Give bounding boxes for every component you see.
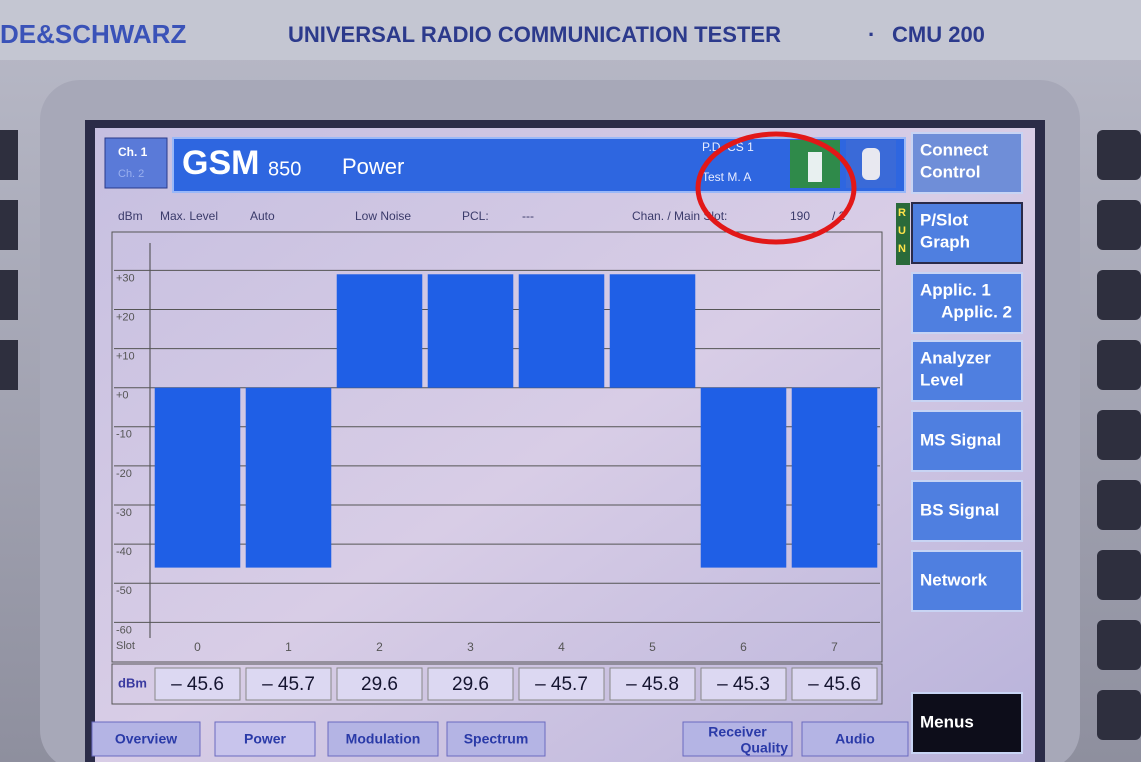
softkey-label: Applic. 1 bbox=[920, 280, 991, 299]
bar bbox=[428, 274, 514, 387]
info-value: --- bbox=[522, 209, 534, 223]
y-tick-label: -50 bbox=[116, 585, 132, 597]
x-tick-label: 1 bbox=[285, 640, 292, 654]
run-letter: U bbox=[898, 225, 906, 237]
info-label: Max. Level bbox=[160, 209, 218, 223]
y-tick-label: -20 bbox=[116, 468, 132, 480]
readout-value: 29.6 bbox=[361, 674, 398, 695]
x-tick-label: 5 bbox=[649, 640, 656, 654]
mode: Power bbox=[342, 154, 404, 179]
run-letter: N bbox=[898, 243, 906, 255]
tab-label: Spectrum bbox=[464, 731, 529, 747]
readout-value: – 45.6 bbox=[808, 674, 861, 695]
info-value: 190 bbox=[790, 209, 810, 223]
tab-label: Modulation bbox=[346, 731, 421, 747]
x-tick-label: 2 bbox=[376, 640, 383, 654]
y-tick-label: -60 bbox=[116, 624, 132, 636]
standard: GSM bbox=[182, 144, 259, 182]
softkey-label: Control bbox=[920, 162, 980, 181]
y-tick-label: -40 bbox=[116, 546, 132, 558]
band: 850 bbox=[268, 158, 301, 180]
bar bbox=[519, 274, 605, 387]
softkey-label: Network bbox=[920, 570, 988, 589]
page: DE&SCHWARZ UNIVERSAL RADIO COMMUNICATION… bbox=[0, 0, 1141, 762]
readout-value: – 45.7 bbox=[262, 674, 315, 695]
x-tick-label: 4 bbox=[558, 640, 565, 654]
channel-1: Ch. 1 bbox=[118, 145, 148, 159]
info-unit: dBm bbox=[118, 209, 143, 223]
x-tick-label: 3 bbox=[467, 640, 474, 654]
softkey-label: Applic. 2 bbox=[941, 302, 1012, 321]
tab-label: Receiver bbox=[708, 724, 767, 740]
bar bbox=[792, 388, 878, 568]
y-tick-label: +10 bbox=[116, 351, 135, 363]
info-label: Low Noise bbox=[355, 209, 411, 223]
softkey-label: Connect bbox=[920, 140, 988, 159]
x-tick-label: 6 bbox=[740, 640, 747, 654]
x-axis-label: Slot bbox=[116, 640, 135, 652]
bar bbox=[701, 388, 787, 568]
brand: DE&SCHWARZ bbox=[0, 19, 186, 49]
readout-value: – 45.3 bbox=[717, 674, 770, 695]
readout-value: – 45.8 bbox=[626, 674, 679, 695]
y-tick-label: -30 bbox=[116, 507, 132, 519]
softkey-label: Graph bbox=[920, 232, 970, 251]
y-tick-label: +0 bbox=[116, 390, 129, 402]
device-title: UNIVERSAL RADIO COMMUNICATION TESTER bbox=[288, 22, 781, 47]
bar bbox=[246, 388, 332, 568]
separator: · bbox=[868, 22, 875, 47]
info-value: Auto bbox=[250, 209, 275, 223]
readout-label: dBm bbox=[118, 675, 147, 690]
softkey-label: Level bbox=[920, 370, 963, 389]
readout-value: 29.6 bbox=[452, 674, 489, 695]
bar bbox=[337, 274, 423, 387]
status-2: Test M. A bbox=[702, 170, 751, 184]
softkey-label: BS Signal bbox=[920, 500, 999, 519]
softkey-label: P/Slot bbox=[920, 210, 969, 229]
info-label: PCL: bbox=[462, 209, 489, 223]
bar bbox=[155, 388, 241, 568]
x-tick-label: 0 bbox=[194, 640, 201, 654]
readout-value: – 45.6 bbox=[171, 674, 224, 695]
readout-value: – 45.7 bbox=[535, 674, 588, 695]
instrument-screen: DE&SCHWARZ UNIVERSAL RADIO COMMUNICATION… bbox=[0, 0, 1141, 762]
x-tick-label: 7 bbox=[831, 640, 838, 654]
softkey-label: Menus bbox=[920, 712, 974, 731]
y-tick-label: -10 bbox=[116, 429, 132, 441]
tab-label: Quality bbox=[741, 740, 789, 756]
run-letter: R bbox=[898, 207, 906, 219]
y-tick-label: +20 bbox=[116, 311, 135, 323]
model: CMU 200 bbox=[892, 22, 985, 47]
y-tick-label: +30 bbox=[116, 272, 135, 284]
tab-label: Power bbox=[244, 731, 287, 747]
softkey-label: MS Signal bbox=[920, 430, 1001, 449]
hand-icon bbox=[862, 148, 880, 180]
phone-icon bbox=[808, 152, 822, 182]
bar bbox=[610, 274, 696, 387]
softkey-label: Analyzer bbox=[920, 348, 991, 367]
tab-label: Overview bbox=[115, 731, 177, 747]
channel-2: Ch. 2 bbox=[118, 168, 144, 180]
tab-label: Audio bbox=[835, 731, 875, 747]
